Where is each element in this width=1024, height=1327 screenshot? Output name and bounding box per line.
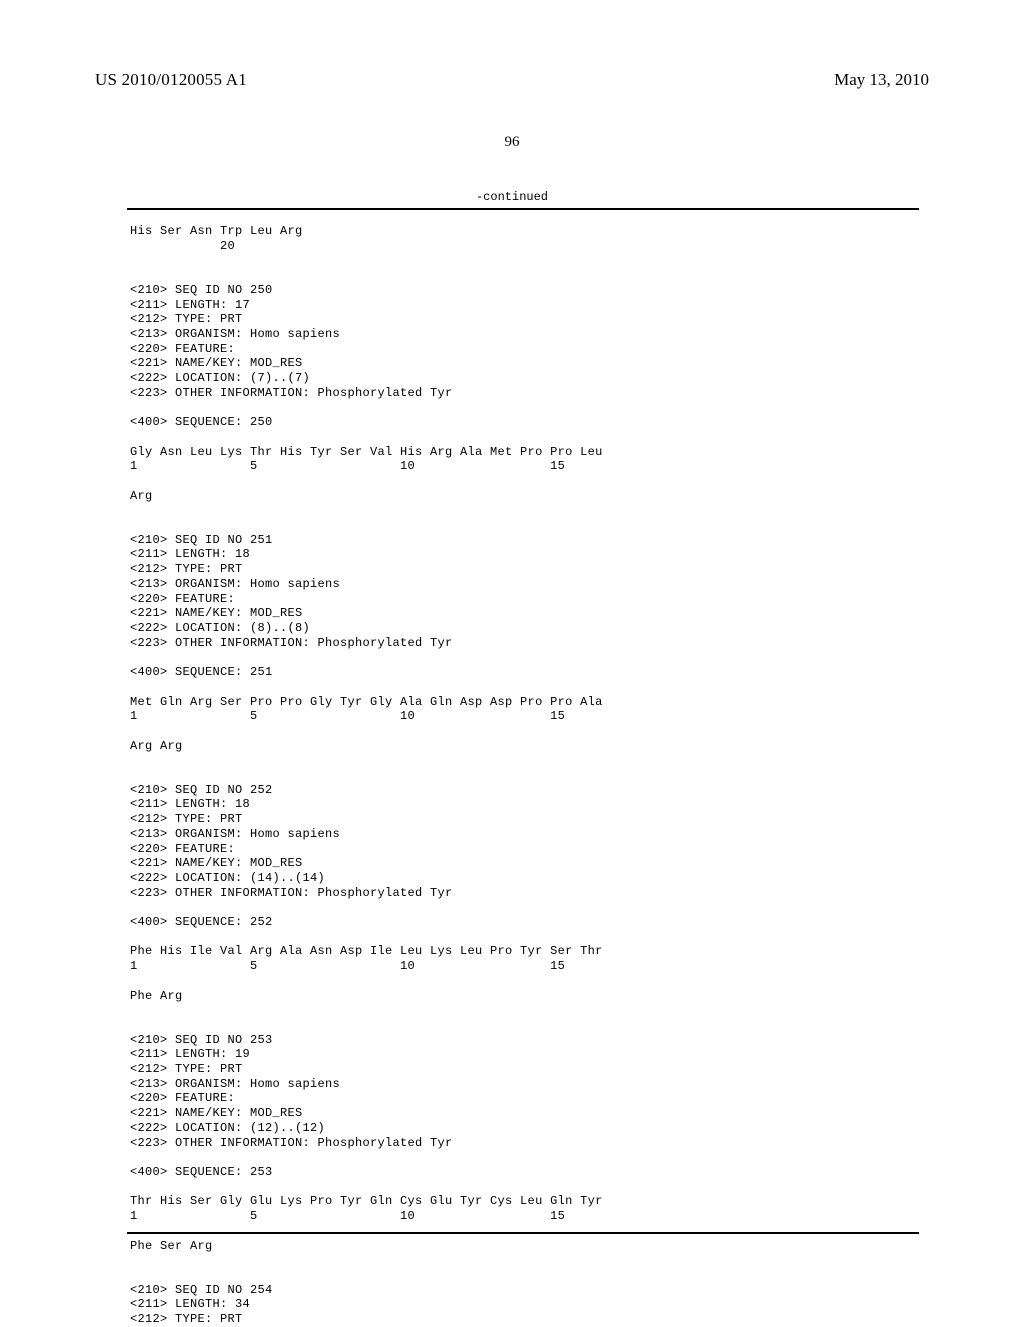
seq-252-line2: Phe Arg — [130, 989, 183, 1003]
seq-250-line2: Arg — [130, 489, 153, 503]
seq-253-line2: Phe Ser Arg — [130, 1239, 213, 1253]
page-number: 96 — [0, 134, 1024, 151]
sequence-listing: His Ser Asn Trp Leu Arg 20 <210> SEQ ID … — [130, 224, 919, 1327]
seq-252-meta: <210> SEQ ID NO 252 <211> LENGTH: 18 <21… — [130, 783, 453, 900]
seq-252-label: <400> SEQUENCE: 252 — [130, 915, 273, 929]
horizontal-rule-top — [127, 208, 919, 210]
seq-251-line2: Arg Arg — [130, 739, 183, 753]
publication-number: US 2010/0120055 A1 — [95, 70, 247, 89]
seq-252-line1: Phe His Ile Val Arg Ala Asn Asp Ile Leu … — [130, 944, 603, 973]
seq-250-meta: <210> SEQ ID NO 250 <211> LENGTH: 17 <21… — [130, 283, 453, 400]
seq-253-meta: <210> SEQ ID NO 253 <211> LENGTH: 19 <21… — [130, 1033, 453, 1150]
seq-250-label: <400> SEQUENCE: 250 — [130, 415, 273, 429]
page-header: US 2010/0120055 A1 May 13, 2010 — [0, 70, 1024, 90]
seq-253-line1: Thr His Ser Gly Glu Lys Pro Tyr Gln Cys … — [130, 1194, 603, 1223]
seq-250-line1: Gly Asn Leu Lys Thr His Tyr Ser Val His … — [130, 445, 603, 474]
horizontal-rule-bottom — [127, 1232, 919, 1234]
seq-251-line1: Met Gln Arg Ser Pro Pro Gly Tyr Gly Ala … — [130, 695, 603, 724]
publication-date: May 13, 2010 — [834, 70, 929, 90]
seq-253-label: <400> SEQUENCE: 253 — [130, 1165, 273, 1179]
continued-label: -continued — [0, 190, 1024, 204]
seq-block-0: His Ser Asn Trp Leu Arg 20 — [130, 224, 303, 253]
seq-251-meta: <210> SEQ ID NO 251 <211> LENGTH: 18 <21… — [130, 533, 453, 650]
seq-251-label: <400> SEQUENCE: 251 — [130, 665, 273, 679]
